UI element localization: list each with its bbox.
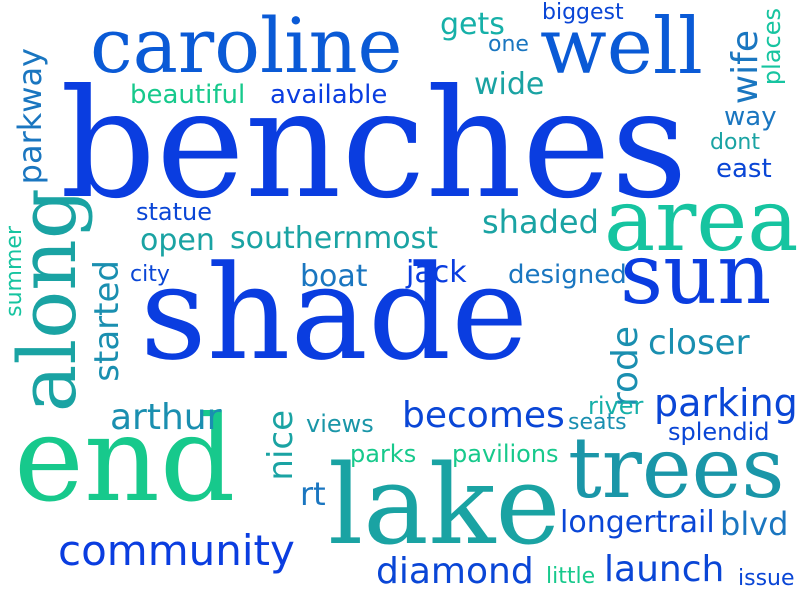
word-city: city [130,262,170,287]
word-dont: dont [710,130,760,155]
word-wide: wide [474,67,545,102]
word-blvd: blvd [720,505,789,543]
word-river: river [588,392,644,420]
word-east: east [716,154,772,184]
word-splendid: splendid [668,418,770,446]
word-pavilions: pavilions [452,440,559,468]
word-benches: benches [60,58,688,232]
word-end: end [14,390,236,528]
word-jack: jack [406,255,467,290]
word-diamond: diamond [376,551,534,592]
word-southernmost: southernmost [230,221,439,256]
word-area: area [604,171,799,271]
word-parking: parking [654,381,798,425]
word-little: little [546,564,596,589]
word-statue: statue [136,198,213,226]
word-designed: designed [508,260,627,290]
word-available: available [270,80,388,110]
word-places: places [758,8,786,86]
word-launch: launch [604,549,725,590]
word-becomes: becomes [402,395,565,436]
word-beautiful: beautiful [130,80,246,110]
word-issue: issue [738,566,795,591]
word-seats: seats [568,410,627,435]
word-started: started [87,260,127,382]
word-shade: shade [140,237,529,389]
word-closer: closer [648,323,750,363]
word-shaded: shaded [482,203,599,241]
word-biggest: biggest [542,0,624,25]
word-sun: sun [620,225,772,323]
word-community: community [58,526,295,575]
word-boat: boat [300,259,368,294]
word-nice: nice [261,410,301,481]
word-parks: parks [350,440,417,468]
word-summer: summer [2,226,27,317]
word-views: views [306,410,374,438]
word-open: open [140,223,215,258]
word-arthur: arthur [110,397,222,438]
word-one: one [488,32,529,57]
word-longertrail: longertrail [560,505,715,540]
word-well: well [540,2,703,92]
word-lake: lake [328,441,561,569]
word-way: way [724,102,777,132]
word-caroline: caroline [90,1,403,90]
word-gets: gets [440,7,505,42]
word-parkway: parkway [11,48,49,185]
word-rt: rt [300,475,326,513]
word-trees: trees [568,419,785,517]
